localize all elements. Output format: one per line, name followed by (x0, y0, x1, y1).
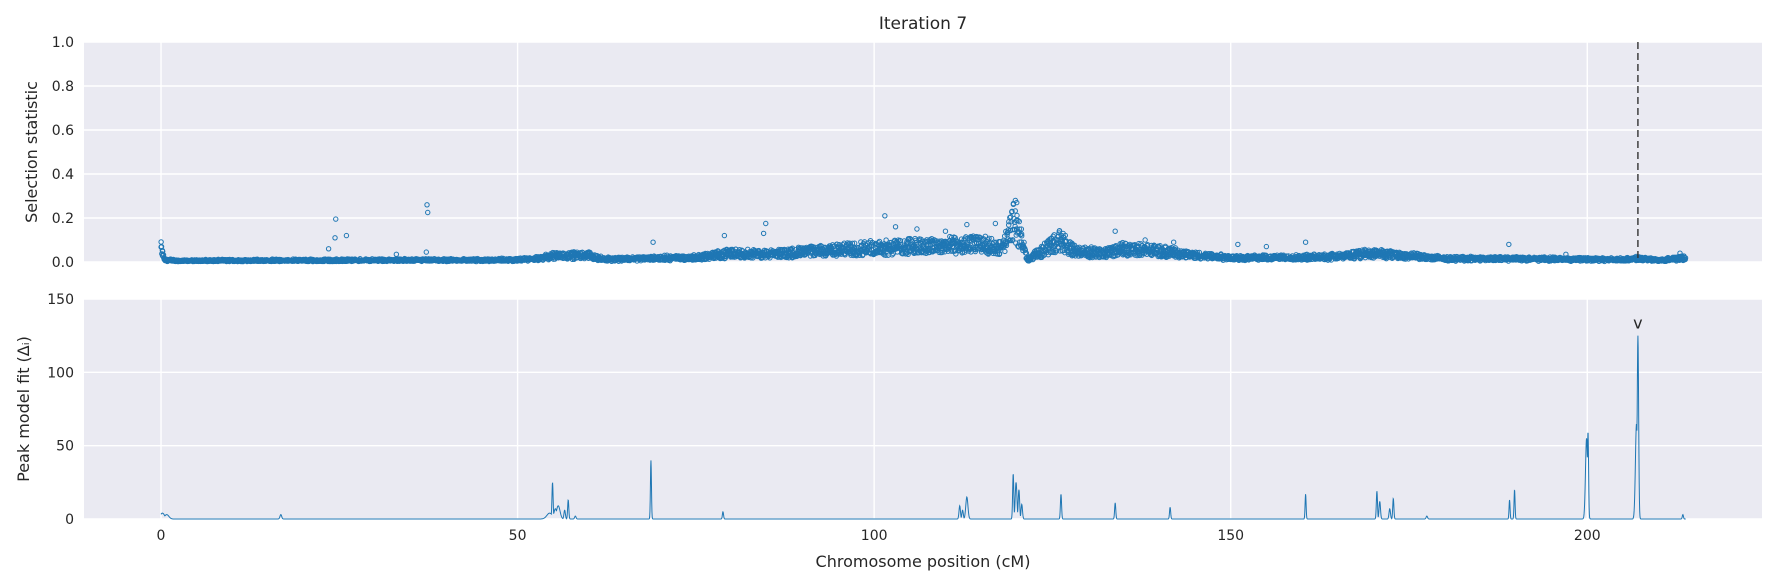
bottom-y-tick-labels: 0 50 100 150 (47, 292, 74, 528)
bottom-y-tick-label: 150 (47, 292, 74, 308)
bottom-axes-background (84, 299, 1762, 519)
top-axes-background (84, 42, 1762, 262)
top-y-tick-label: 0.2 (52, 211, 74, 227)
scatter-point (159, 248, 166, 255)
x-tick-label: 0 (157, 528, 166, 544)
top-y-tick-labels: 0.0 0.2 0.4 0.6 0.8 1.0 (52, 35, 74, 271)
top-y-tick-label: 0.4 (52, 167, 74, 183)
top-y-axis-label: Selection statistic (22, 81, 41, 223)
top-y-tick-label: 0.8 (52, 79, 74, 95)
top-axes: 0.0 0.2 0.4 0.6 0.8 1.0 Iteration 7 Selection… (22, 14, 1762, 271)
x-tick-label: 100 (861, 528, 888, 544)
bottom-axes: v 0 50 100 150 0 50 100 150 200 Chromosome posi… (14, 292, 1762, 571)
bottom-y-tick-label: 0 (65, 512, 74, 528)
x-axis-label: Chromosome position (cM) (816, 552, 1031, 571)
x-tick-label: 200 (1574, 528, 1601, 544)
x-tick-label: 50 (509, 528, 527, 544)
top-y-tick-label: 0.0 (52, 255, 74, 271)
bottom-y-tick-label: 100 (47, 365, 74, 381)
peak-annotation: v (1633, 313, 1642, 332)
scatter-series (158, 197, 1689, 265)
chart-title: Iteration 7 (879, 14, 967, 34)
top-y-tick-label: 0.6 (52, 123, 74, 139)
bottom-y-axis-label: Peak model fit (Δᵢ) (14, 336, 33, 482)
x-tick-labels: 0 50 100 150 200 (157, 528, 1601, 544)
bottom-y-tick-label: 50 (56, 439, 74, 455)
top-y-tick-label: 1.0 (52, 35, 74, 51)
x-tick-label: 150 (1217, 528, 1244, 544)
